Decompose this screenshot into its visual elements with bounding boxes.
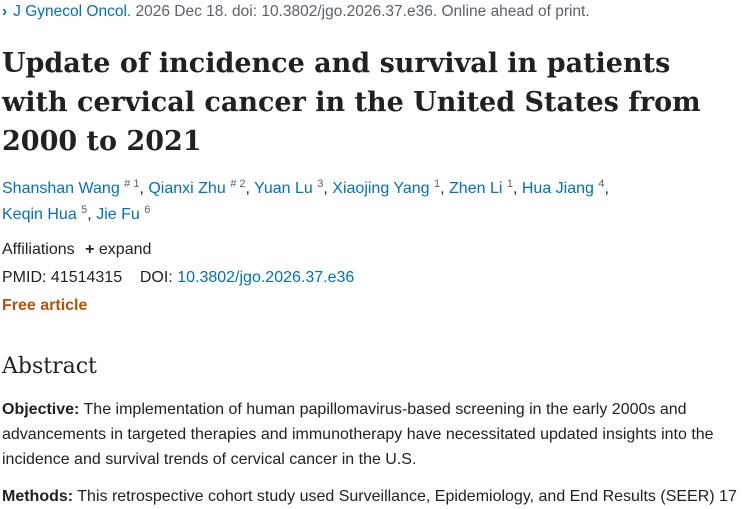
abstract-heading: Abstract bbox=[2, 354, 97, 379]
plus-icon: + bbox=[85, 241, 95, 258]
author-link[interactable]: Shanshan Wang bbox=[2, 180, 120, 197]
abstract-methods: Methods: This retrospective cohort study… bbox=[2, 484, 746, 509]
abstract-objective: Objective: The implementation of human p… bbox=[2, 397, 746, 472]
expand-label: expand bbox=[98, 241, 152, 258]
doi-label: DOI: bbox=[139, 269, 173, 286]
author-affiliation-ref[interactable]: 1 bbox=[434, 178, 441, 190]
pmid-label: PMID: bbox=[2, 269, 47, 286]
methods-text: This retrospective cohort study used Sur… bbox=[73, 488, 737, 505]
author-link[interactable]: Jie Fu bbox=[96, 206, 140, 223]
objective-label: Objective: bbox=[2, 401, 80, 418]
author-list: Shanshan Wang # 1, Qianxi Zhu # 2, Yuan … bbox=[2, 178, 609, 224]
article-title: Update of incidence and survival in pati… bbox=[2, 48, 701, 157]
doi-link[interactable]: 10.3802/jgo.2026.37.e36 bbox=[177, 269, 355, 286]
author-link[interactable]: Hua Jiang bbox=[521, 180, 594, 197]
journal-link[interactable]: J Gynecol Oncol. bbox=[13, 3, 132, 20]
citation-details: 2026 Dec 18. doi: 10.3802/jgo.2026.37.e3… bbox=[131, 3, 590, 20]
author-affiliation-ref[interactable]: # 1 bbox=[124, 178, 140, 190]
author-affiliation-ref[interactable]: 6 bbox=[144, 204, 151, 216]
author-link[interactable]: Yuan Lu bbox=[254, 180, 313, 197]
author-link[interactable]: Keqin Hua bbox=[2, 206, 77, 223]
objective-text: The implementation of human papillomavir… bbox=[2, 401, 714, 468]
author-link[interactable]: Zhen Li bbox=[449, 180, 503, 197]
affiliations-label: Affiliations bbox=[2, 241, 75, 258]
author-affiliation-ref[interactable]: 3 bbox=[317, 178, 324, 190]
methods-label: Methods: bbox=[2, 488, 74, 505]
author-link[interactable]: Qianxi Zhu bbox=[148, 180, 226, 197]
author-link[interactable]: Xiaojing Yang bbox=[332, 180, 430, 197]
author-affiliation-ref[interactable]: 5 bbox=[81, 204, 88, 216]
chevron-right-icon[interactable]: › bbox=[2, 3, 8, 20]
affiliations-toggle[interactable]: Affiliations + expand bbox=[2, 241, 151, 259]
author-affiliation-ref[interactable]: # 2 bbox=[230, 178, 246, 190]
identifiers: PMID: 41514315 DOI: 10.3802/jgo.2026.37.… bbox=[2, 269, 354, 287]
author-affiliation-ref[interactable]: 1 bbox=[506, 178, 513, 190]
pmid-value: 41514315 bbox=[50, 269, 123, 286]
free-article-badge: Free article bbox=[2, 297, 88, 314]
author-affiliation-ref[interactable]: 4 bbox=[598, 178, 605, 190]
citation-line: › J Gynecol Oncol. 2026 Dec 18. doi: 10.3… bbox=[2, 3, 590, 21]
